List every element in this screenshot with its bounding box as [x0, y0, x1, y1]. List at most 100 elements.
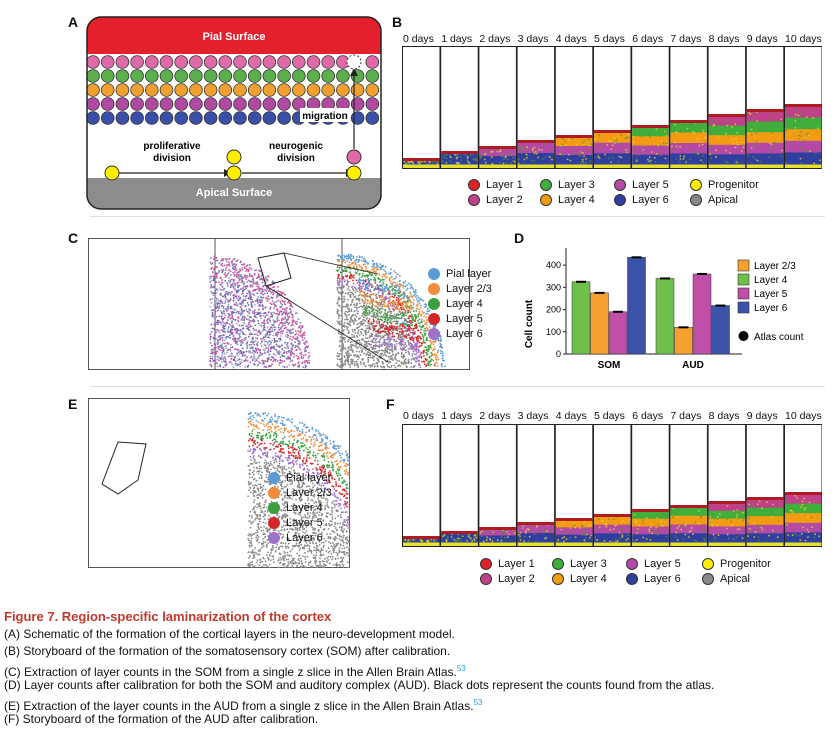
neuron-cell: [247, 55, 262, 69]
neurogenic-label-1: neurogenic: [269, 141, 323, 152]
neuron-cell: [87, 55, 100, 69]
day-label: 8 days: [708, 33, 740, 45]
legend-dot: [428, 268, 440, 280]
legend-dot: [540, 179, 552, 191]
legend-item: Layer 6: [614, 194, 669, 206]
neuron-cell: [336, 69, 350, 83]
neuron-cell: [277, 55, 291, 69]
legend-dot: [468, 194, 480, 206]
legend-label: Layer 5: [446, 313, 483, 325]
neuron-cell: [247, 83, 262, 97]
legend-item: Layer 5: [614, 179, 669, 191]
neuron-cell: [365, 69, 380, 83]
legend-label: Layer 3: [570, 558, 607, 570]
day-label: 1 days: [441, 410, 473, 422]
neuron-cell: [115, 55, 130, 69]
legend-dot: [468, 179, 480, 191]
caption-line-f: (F) Storyboard of the formation of the A…: [4, 712, 319, 726]
panel-label-b: B: [392, 14, 403, 30]
legend-dot: [702, 558, 714, 570]
storyboard-frame: [745, 46, 785, 169]
legend-label: Layer 4: [446, 298, 483, 310]
panel-label-e: E: [68, 396, 78, 412]
neuron-cell: [87, 83, 100, 97]
legend-item: Progenitor: [690, 179, 759, 191]
neuron-cell: [159, 111, 174, 125]
storyboard-f: [402, 424, 822, 547]
neuron-cell: [189, 83, 203, 97]
day-label: 2 days: [479, 410, 511, 422]
y-tick-label: 400: [546, 260, 561, 270]
neuron-cell: [130, 97, 144, 111]
neuron-cell: [306, 83, 321, 97]
y-tick-label: 200: [546, 305, 561, 315]
neuron-cell: [115, 97, 130, 111]
neuron-cell: [218, 55, 233, 69]
y-tick-label: 300: [546, 282, 561, 292]
legend-label: Layer 4: [570, 573, 607, 585]
day-label: 3 days: [517, 410, 549, 422]
legend-label: Progenitor: [708, 179, 759, 191]
legend-label: Layer 4: [286, 502, 323, 514]
storyboard-frame: [440, 46, 479, 169]
storyboard-frame: [593, 46, 632, 169]
neuron-cell: [100, 69, 115, 83]
neuron-cell: [100, 111, 115, 125]
caption-line-a: (A) Schematic of the formation of the co…: [4, 627, 455, 641]
legend-dot: [428, 313, 440, 325]
legend-item: Layer 1: [480, 558, 535, 570]
storyboard-frame: [631, 424, 670, 547]
legend-item: Layer 3: [540, 179, 595, 191]
legend-item: Pial layer: [428, 268, 491, 280]
neuron-cell: [145, 69, 159, 83]
storyboard-b: [402, 46, 822, 169]
legend-dot: [428, 283, 440, 295]
proliferative-label-1: proliferative: [143, 141, 201, 152]
neuron-cell: [233, 83, 247, 97]
day-label: 3 days: [517, 33, 549, 45]
neuron-cell: [218, 83, 233, 97]
neuron-cell: [365, 83, 380, 97]
neuron-cell: [365, 55, 380, 69]
day-label: 1 days: [441, 33, 473, 45]
y-axis-label: Cell count: [524, 299, 535, 348]
neuron-cell: [365, 97, 380, 111]
storyboard-frame: [669, 424, 708, 547]
bar: [608, 311, 628, 355]
neuron-cell: [292, 55, 306, 69]
legend-label: Layer 5: [754, 289, 788, 300]
bar: [692, 273, 712, 355]
proliferative-label-2: division: [153, 153, 191, 164]
legend-label: Layer 6: [754, 303, 788, 314]
neuron-cell: [262, 97, 277, 111]
reference-link[interactable]: 53: [473, 698, 483, 707]
neuron-cell: [262, 69, 277, 83]
reference-link[interactable]: 53: [456, 664, 466, 673]
legend-dot: [268, 517, 280, 529]
neuron-cell: [115, 69, 130, 83]
legend-dot: [552, 573, 564, 585]
day-label: 4 days: [555, 33, 587, 45]
pial-surface-bar: [87, 17, 381, 54]
neuron-cell: [100, 97, 115, 111]
legend-dot: [480, 558, 492, 570]
neuron-cell: [130, 83, 144, 97]
storyboard-frame: [631, 46, 670, 169]
neuron-cell: [277, 97, 291, 111]
storyboard-frame: [402, 46, 441, 169]
legend-label: Progenitor: [720, 558, 771, 570]
day-label: 10 days: [785, 33, 822, 45]
neuron-cell: [292, 97, 306, 111]
schematic-a: Pial Surface Apical Surface migration pr…: [86, 16, 382, 210]
neurogenic-label-2: division: [277, 153, 315, 164]
storyboard-frame: [554, 424, 594, 547]
legend-dot: [690, 179, 702, 191]
progenitor-cell: [226, 149, 242, 165]
legend-label: Layer 4: [558, 194, 595, 206]
day-label: 0 days: [403, 33, 434, 45]
legend-label: Layer 2/3: [754, 261, 796, 272]
storyboard-frame: [784, 424, 822, 547]
neuron-cell: [346, 149, 362, 165]
neuron-cell: [262, 111, 277, 125]
empty-slot-cell: [346, 54, 362, 70]
